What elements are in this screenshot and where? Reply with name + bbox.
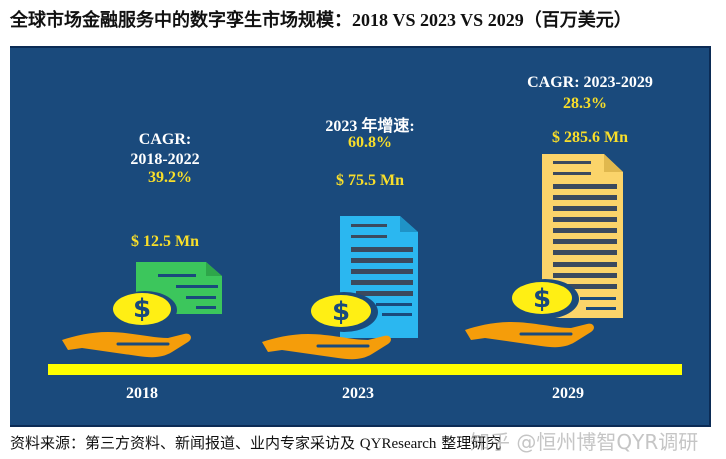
market-value-2023: $ 75.5 Mn <box>336 172 404 189</box>
green-document-money-icon: $ <box>62 262 222 358</box>
cagr-label-2029: CAGR: 2023-2029 <box>527 74 653 91</box>
source-brand: QYResearch <box>359 436 437 452</box>
cagr-rate-2018: 39.2% <box>148 169 192 186</box>
source-prefix: 资料来源：第三方资料、新闻报道、业内专家采访及 <box>10 434 360 452</box>
growth-rate-2023: 60.8% <box>348 134 392 151</box>
growth-label-2023: 2023 年增速: <box>325 118 415 135</box>
cagr-label-2018-line1: CAGR: <box>138 131 192 148</box>
zhihu-watermark: 知乎 @恒州博智QYR调研 <box>470 430 699 454</box>
year-label-2029: 2029 <box>552 385 584 402</box>
infographic-panel: CAGR: 2018-2022 39.2% $ 12.5 Mn 2023 年增速… <box>10 46 711 427</box>
cagr-label-2018-line2: 2018-2022 <box>130 151 200 168</box>
market-value-2029: $ 285.6 Mn <box>552 129 628 146</box>
source-note: 资料来源：第三方资料、新闻报道、业内专家采访及 QYResearch 整理研究 <box>10 432 501 453</box>
source-suffix: 整理研究 <box>436 434 502 452</box>
svg-text:$: $ <box>133 294 151 324</box>
market-value-2018: $ 12.5 Mn <box>131 233 199 250</box>
year-label-2023: 2023 <box>342 385 374 402</box>
yellow-document-money-icon: $ <box>465 154 623 348</box>
cagr-rate-2029: 28.3% <box>563 95 607 112</box>
cagr-label-2018: CAGR: 2018-2022 <box>110 130 220 170</box>
blue-document-money-icon: $ <box>262 216 418 360</box>
chart-title: 全球市场金融服务中的数字孪生市场规模：2018 VS 2023 VS 2029（… <box>10 10 632 30</box>
svg-text:$: $ <box>533 284 551 314</box>
year-label-2018: 2018 <box>126 385 158 402</box>
timeline-bar <box>48 364 682 375</box>
svg-text:$: $ <box>332 297 350 327</box>
